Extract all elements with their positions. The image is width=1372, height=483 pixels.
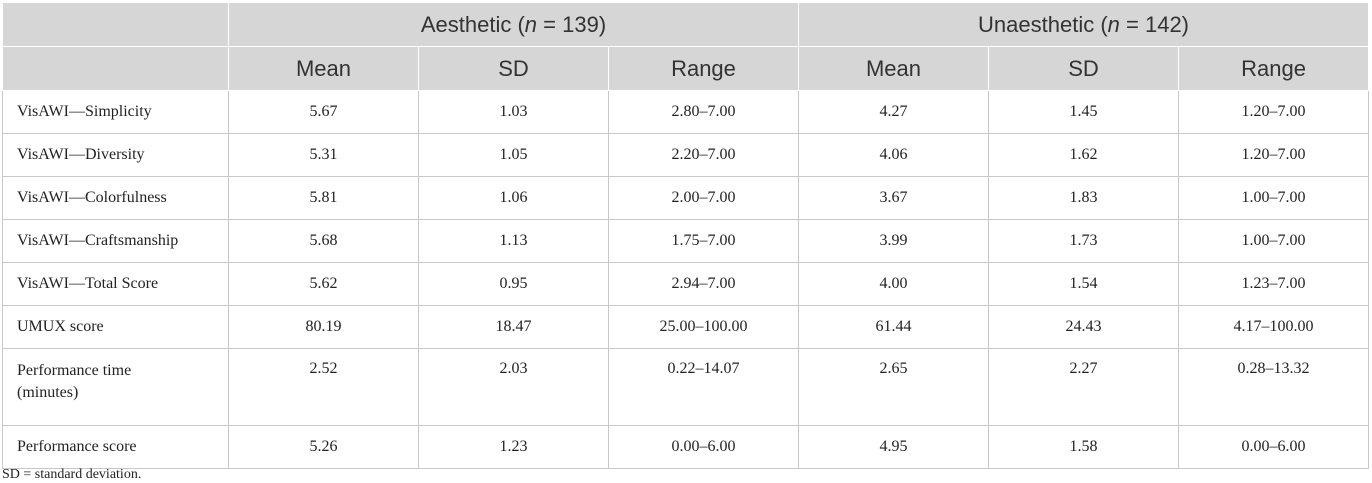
table-body: VisAWI—Simplicity 5.67 1.03 2.80–7.00 4.27 1.… — [2, 90, 1370, 469]
cell: 4.17–100.00 — [1178, 305, 1370, 349]
cell: 2.94–7.00 — [607, 262, 800, 306]
row-label-text: UMUX score — [17, 318, 104, 335]
cell: 1.73 — [988, 219, 1180, 263]
cell: 1.03 — [418, 90, 609, 134]
row-label-text: VisAWI—Simplicity — [17, 103, 152, 120]
cell: 5.26 — [228, 425, 419, 469]
row-label: Performance score — [2, 425, 229, 469]
cell: 0.95 — [418, 262, 609, 306]
row-label-text: VisAWI—Total Score — [17, 275, 159, 292]
row-label-text: Performance time (minutes) — [17, 362, 132, 401]
cell: 1.20–7.00 — [1178, 133, 1370, 177]
group-header-part: Aesthetic ( — [420, 11, 525, 37]
group-header: Aesthetic (n = 139) — [227, 2, 800, 47]
cell: 2.80–7.00 — [607, 90, 800, 134]
cell: 0.00–6.00 — [1178, 425, 1370, 469]
column-header: SD — [418, 46, 609, 91]
row-label: VisAWI—Simplicity — [2, 90, 229, 134]
row-label: VisAWI—Colorfulness — [2, 176, 229, 220]
table-row: UMUX score 80.19 18.47 25.00–100.00 61.44 24.… — [2, 305, 1370, 349]
table-row: Performance time (minutes) 2.52 2.03 0.22–1… — [2, 348, 1370, 426]
cell: 1.20–7.00 — [1178, 90, 1370, 134]
cell: 5.68 — [228, 219, 419, 263]
cell: 1.23–7.00 — [1178, 262, 1370, 306]
row-label: Performance time (minutes) — [2, 348, 229, 426]
group-header-part: n — [524, 11, 538, 37]
cell: 2.00–7.00 — [607, 176, 800, 220]
cell: 1.45 — [988, 90, 1180, 134]
row-label: UMUX score — [2, 305, 229, 349]
row-label-text: Performance score — [17, 438, 137, 455]
cell: 3.67 — [798, 176, 990, 220]
cell: 1.00–7.00 — [1178, 176, 1370, 220]
group-header-row: Aesthetic (n = 139) Unaesthetic (n = 142) — [2, 2, 1370, 47]
cell: 0.00–6.00 — [607, 425, 800, 469]
cell: 2.52 — [228, 348, 419, 426]
cell: 1.62 — [988, 133, 1180, 177]
corner — [2, 2, 229, 47]
table-row: VisAWI—Simplicity 5.67 1.03 2.80–7.00 4.27 1.… — [2, 90, 1370, 134]
subheader-row: Mean SD Range Mean SD Range — [2, 46, 1370, 91]
column-header: Range — [1178, 46, 1370, 91]
cell: 1.06 — [418, 176, 609, 220]
cell: 80.19 — [228, 305, 419, 349]
group-header-part: = 142) — [1119, 11, 1190, 37]
footnote: SD = standard deviation. — [2, 467, 142, 482]
cell: 4.27 — [798, 90, 990, 134]
cell: 1.23 — [418, 425, 609, 469]
group-header-part: = 139) — [537, 11, 607, 37]
row-label-text: VisAWI—Craftsmanship — [17, 232, 179, 249]
cell: 5.31 — [228, 133, 419, 177]
cell: 1.75–7.00 — [607, 219, 800, 263]
cell: 5.62 — [228, 262, 419, 306]
table-row: VisAWI—Diversity 5.31 1.05 2.20–7.00 4.06 1.6… — [2, 133, 1370, 177]
cell: 2.65 — [798, 348, 990, 426]
cell: 24.43 — [988, 305, 1180, 349]
cell: 18.47 — [418, 305, 609, 349]
cell: 0.22–14.07 — [607, 348, 800, 426]
cell: 5.67 — [228, 90, 419, 134]
corner — [2, 46, 229, 91]
row-label: VisAWI—Total Score — [2, 262, 229, 306]
group-header-part: Unaesthetic ( — [978, 11, 1108, 37]
cell: 3.99 — [798, 219, 990, 263]
cell: 1.54 — [988, 262, 1180, 306]
cell: 25.00–100.00 — [607, 305, 800, 349]
cell: 1.58 — [988, 425, 1180, 469]
cell: 0.28–13.32 — [1178, 348, 1370, 426]
cell: 1.83 — [988, 176, 1180, 220]
cell: 61.44 — [798, 305, 990, 349]
stats-table: Aesthetic (n = 139) Unaesthetic (n = 142)… — [2, 2, 1370, 469]
cell: 2.20–7.00 — [607, 133, 800, 177]
cell: 4.00 — [798, 262, 990, 306]
cell: 4.06 — [798, 133, 990, 177]
row-label: VisAWI—Craftsmanship — [2, 219, 229, 263]
row-label-text: VisAWI—Diversity — [17, 146, 145, 163]
column-header: SD — [988, 46, 1180, 91]
row-label-text: VisAWI—Colorfulness — [17, 189, 167, 206]
table-row: Performance score 5.26 1.23 0.00–6.00 4.95 1.… — [2, 425, 1370, 469]
cell: 1.05 — [418, 133, 609, 177]
cell: 1.13 — [418, 219, 609, 263]
cell: 2.03 — [418, 348, 609, 426]
column-header: Mean — [798, 46, 990, 91]
table-row: VisAWI—Total Score 5.62 0.95 2.94–7.00 4.00 1… — [2, 262, 1370, 306]
group-header-part: n — [1107, 11, 1120, 37]
cell: 2.27 — [988, 348, 1180, 426]
cell: 5.81 — [228, 176, 419, 220]
cell: 4.95 — [798, 425, 990, 469]
row-label: VisAWI—Diversity — [2, 133, 229, 177]
table-row: VisAWI—Craftsmanship 5.68 1.13 1.75–7.00 3.9… — [2, 219, 1370, 263]
group-header: Unaesthetic (n = 142) — [798, 2, 1370, 47]
column-header: Range — [607, 46, 800, 91]
cell: 1.00–7.00 — [1178, 219, 1370, 263]
column-header: Mean — [228, 46, 419, 91]
table-row: VisAWI—Colorfulness 5.81 1.06 2.00–7.00 3.67… — [2, 176, 1370, 220]
